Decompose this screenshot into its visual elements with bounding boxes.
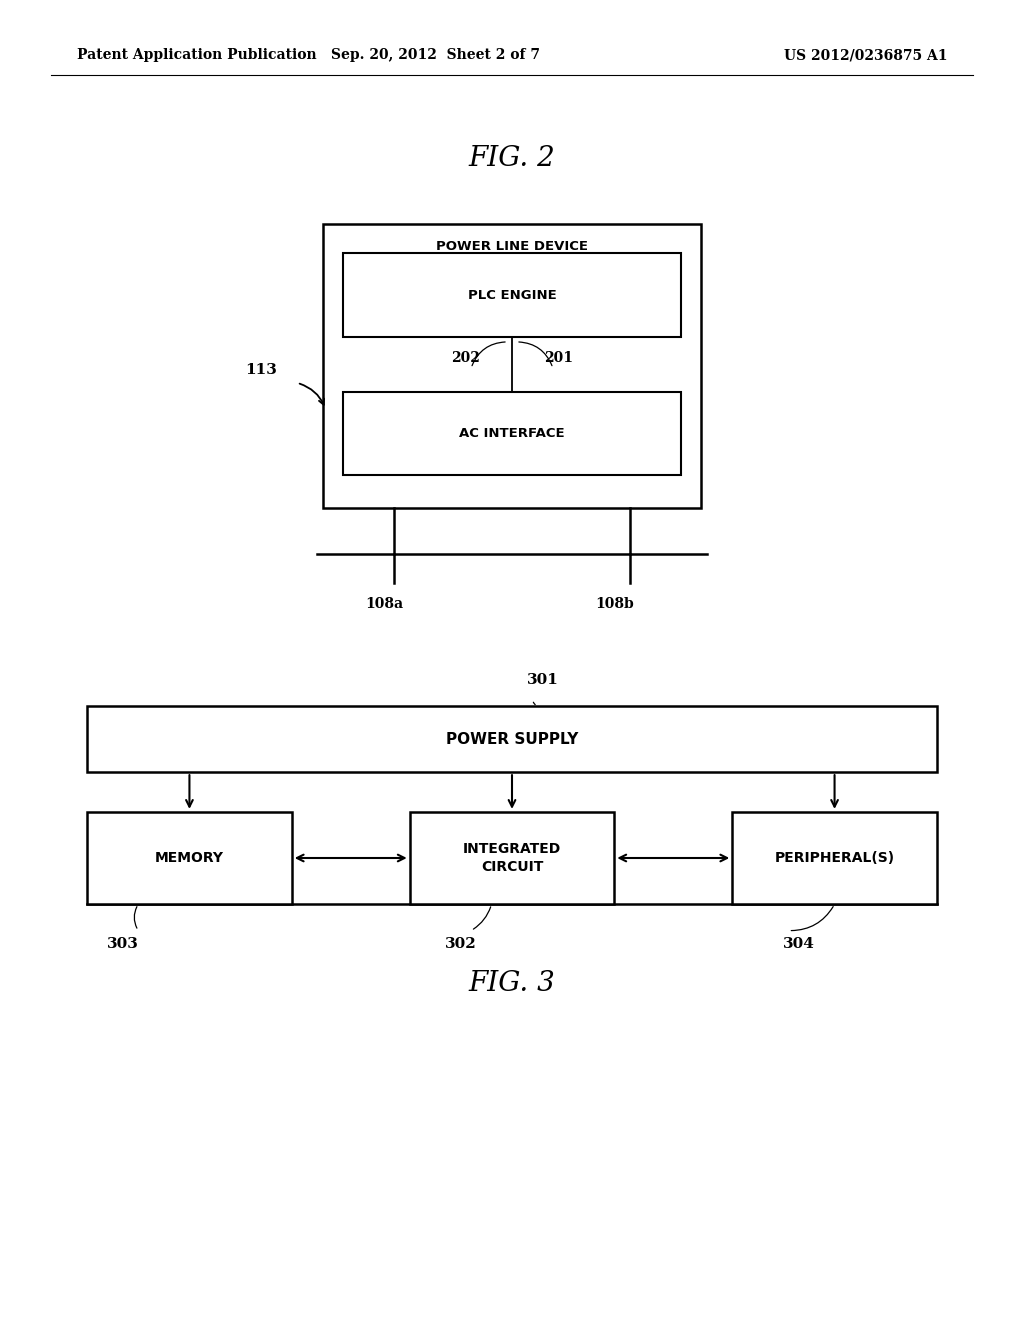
Text: 301: 301 [526,673,559,686]
Text: 202: 202 [452,351,480,364]
Bar [410,812,614,904]
Text: FIG. 3: FIG. 3 [469,970,555,997]
Text: US 2012/0236875 A1: US 2012/0236875 A1 [783,49,947,62]
Bar [343,392,681,475]
Text: Patent Application Publication: Patent Application Publication [77,49,316,62]
Text: PLC ENGINE: PLC ENGINE [468,289,556,301]
Text: FIG. 2: FIG. 2 [469,145,555,172]
Text: Sep. 20, 2012  Sheet 2 of 7: Sep. 20, 2012 Sheet 2 of 7 [331,49,540,62]
Text: 113: 113 [245,363,278,376]
Text: 201: 201 [544,351,572,364]
Bar [323,224,701,508]
Bar [732,812,937,904]
Text: MEMORY: MEMORY [155,851,224,865]
Text: 108a: 108a [365,597,403,611]
Text: POWER LINE DEVICE: POWER LINE DEVICE [436,240,588,253]
Bar [343,253,681,337]
Text: 304: 304 [782,937,815,952]
Text: PERIPHERAL(S): PERIPHERAL(S) [774,851,895,865]
Text: AC INTERFACE: AC INTERFACE [459,428,565,440]
Text: POWER SUPPLY: POWER SUPPLY [445,731,579,747]
Bar [87,706,937,772]
Text: 302: 302 [444,937,477,952]
Bar [87,812,292,904]
Text: 303: 303 [106,937,139,952]
Text: INTEGRATED
CIRCUIT: INTEGRATED CIRCUIT [463,842,561,874]
Text: 108b: 108b [595,597,634,611]
